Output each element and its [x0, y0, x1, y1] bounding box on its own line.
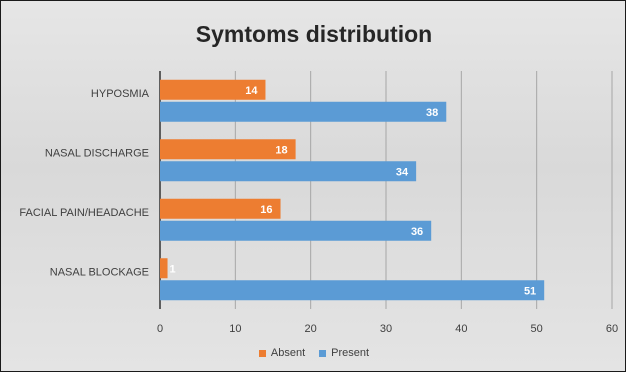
- x-tick-label-20: 20: [305, 323, 317, 335]
- legend-item-absent: Absent: [258, 347, 306, 359]
- data-label-present: 34: [396, 166, 409, 178]
- data-label-absent: 14: [245, 85, 258, 97]
- data-label-present: 51: [524, 285, 536, 297]
- bar-present: [160, 220, 432, 241]
- bar-present: [160, 161, 417, 182]
- bar-absent: [160, 258, 168, 279]
- x-tick-label-10: 10: [229, 323, 241, 335]
- legend: Absent Present: [1, 347, 625, 359]
- legend-label-present: Present: [331, 347, 370, 359]
- data-label-present: 38: [426, 107, 438, 119]
- x-tick-label-40: 40: [455, 323, 467, 335]
- x-tick-label-0: 0: [157, 323, 163, 335]
- x-tick-label-50: 50: [531, 323, 543, 335]
- chart-title: Symtoms distribution: [195, 21, 433, 47]
- category-label: HYPOSMIA: [91, 88, 150, 100]
- category-label: NASAL DISCHARGE: [45, 147, 149, 159]
- x-tick-label-30: 30: [380, 323, 392, 335]
- category-label: NASAL BLOCKAGE: [50, 266, 149, 278]
- legend-item-present: Present: [319, 347, 369, 359]
- data-label-absent: 16: [260, 204, 272, 216]
- bar-present: [160, 280, 545, 301]
- data-label-present: 36: [411, 226, 423, 238]
- category-label: FACIAL PAIN/HEADACHE: [19, 207, 149, 219]
- bar-absent: [160, 198, 281, 219]
- bar-absent: [160, 139, 296, 160]
- bar-present: [160, 101, 447, 122]
- legend-swatch-absent: [258, 349, 266, 357]
- data-label-absent: 18: [275, 144, 287, 156]
- bar-absent: [160, 79, 266, 100]
- data-label-absent: 1: [170, 263, 176, 275]
- x-tick-label-60: 60: [606, 323, 618, 335]
- legend-swatch-present: [319, 349, 327, 357]
- legend-label-absent: Absent: [270, 347, 306, 359]
